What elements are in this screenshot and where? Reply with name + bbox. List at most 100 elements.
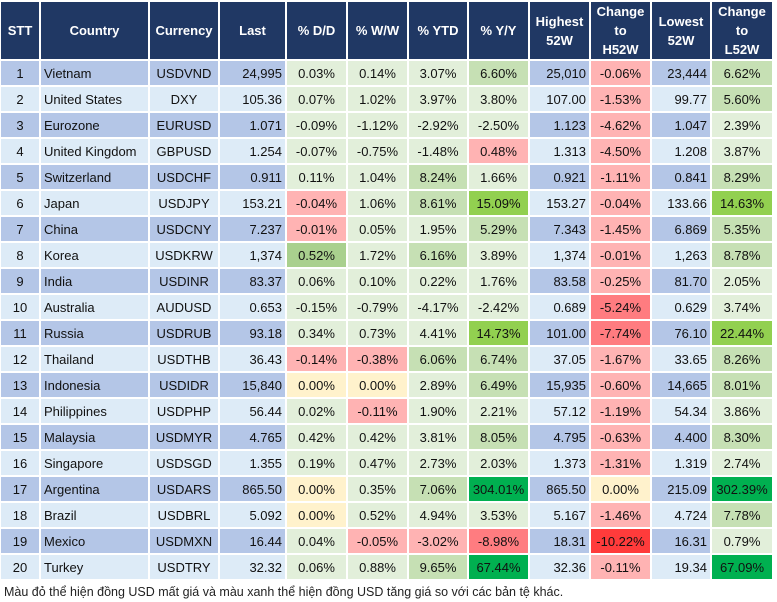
cell-ww: 1.06%	[348, 191, 407, 215]
cell-high: 4.795	[530, 425, 589, 449]
header-yy[interactable]: % Y/Y	[469, 2, 528, 59]
cell-high: 0.921	[530, 165, 589, 189]
cell-h52: -7.74%	[591, 321, 650, 345]
cell-h52: -0.25%	[591, 269, 650, 293]
cell-ww: 0.35%	[348, 477, 407, 501]
cell-country: Russia	[41, 321, 148, 345]
header-low[interactable]: Lowest 52W	[652, 2, 710, 59]
cell-ww: -0.11%	[348, 399, 407, 423]
cell-high: 865.50	[530, 477, 589, 501]
cell-l52: 8.26%	[712, 347, 772, 371]
cell-stt: 11	[1, 321, 39, 345]
cell-last: 24,995	[220, 61, 285, 85]
cell-yy: 2.21%	[469, 399, 528, 423]
cell-ww: 1.04%	[348, 165, 407, 189]
cell-currency: USDRUB	[150, 321, 218, 345]
table-row: 1 Vietnam USDVND 24,995 0.03% 0.14% 3.07% 6.60%…	[1, 61, 772, 85]
header-currency[interactable]: Currency	[150, 2, 218, 59]
cell-yy: 3.80%	[469, 87, 528, 111]
cell-ww: 1.02%	[348, 87, 407, 111]
table-row: 2 United States DXY 105.36 0.07% 1.02% 3.97% 3.…	[1, 87, 772, 111]
header-country[interactable]: Country	[41, 2, 148, 59]
cell-ytd: 2.73%	[409, 451, 467, 475]
header-last[interactable]: Last	[220, 2, 285, 59]
cell-low: 14,665	[652, 373, 710, 397]
cell-yy: 8.05%	[469, 425, 528, 449]
cell-stt: 20	[1, 555, 39, 579]
cell-low: 54.34	[652, 399, 710, 423]
header-l52[interactable]: Change to L52W	[712, 2, 772, 59]
cell-high: 32.36	[530, 555, 589, 579]
cell-stt: 12	[1, 347, 39, 371]
table-header: STT Country Currency Last% D/D% W/W% YTD% Y…	[1, 2, 772, 59]
cell-low: 4.724	[652, 503, 710, 527]
cell-last: 83.37	[220, 269, 285, 293]
cell-dd: 0.06%	[287, 555, 346, 579]
cell-dd: 0.07%	[287, 87, 346, 111]
cell-high: 1.123	[530, 113, 589, 137]
cell-stt: 6	[1, 191, 39, 215]
cell-dd: 0.06%	[287, 269, 346, 293]
cell-currency: USDCHF	[150, 165, 218, 189]
cell-country: China	[41, 217, 148, 241]
cell-l52: 8.29%	[712, 165, 772, 189]
cell-yy: -2.42%	[469, 295, 528, 319]
cell-low: 6.869	[652, 217, 710, 241]
cell-high: 5.167	[530, 503, 589, 527]
cell-yy: 0.48%	[469, 139, 528, 163]
cell-l52: 67.09%	[712, 555, 772, 579]
cell-l52: 5.35%	[712, 217, 772, 241]
cell-stt: 3	[1, 113, 39, 137]
cell-yy: 1.76%	[469, 269, 528, 293]
cell-ytd: 0.22%	[409, 269, 467, 293]
cell-dd: 0.34%	[287, 321, 346, 345]
cell-h52: -1.46%	[591, 503, 650, 527]
cell-yy: -2.50%	[469, 113, 528, 137]
header-dd[interactable]: % D/D	[287, 2, 346, 59]
cell-low: 81.70	[652, 269, 710, 293]
cell-high: 1.373	[530, 451, 589, 475]
cell-ytd: 3.07%	[409, 61, 467, 85]
cell-country: Argentina	[41, 477, 148, 501]
cell-last: 153.21	[220, 191, 285, 215]
cell-dd: 0.00%	[287, 503, 346, 527]
header-ww[interactable]: % W/W	[348, 2, 407, 59]
cell-high: 37.05	[530, 347, 589, 371]
cell-high: 153.27	[530, 191, 589, 215]
cell-high: 107.00	[530, 87, 589, 111]
table-row: 11 Russia USDRUB 93.18 0.34% 0.73% 4.41% 14.73%…	[1, 321, 772, 345]
cell-l52: 2.74%	[712, 451, 772, 475]
cell-h52: -0.60%	[591, 373, 650, 397]
cell-h52: -4.62%	[591, 113, 650, 137]
cell-ww: 0.05%	[348, 217, 407, 241]
header-ytd[interactable]: % YTD	[409, 2, 467, 59]
cell-ytd: -4.17%	[409, 295, 467, 319]
cell-high: 15,935	[530, 373, 589, 397]
header-stt[interactable]: STT	[1, 2, 39, 59]
cell-currency: USDVND	[150, 61, 218, 85]
cell-low: 1,263	[652, 243, 710, 267]
header-high[interactable]: Highest 52W	[530, 2, 589, 59]
cell-h52: -1.53%	[591, 87, 650, 111]
cell-country: United Kingdom	[41, 139, 148, 163]
cell-last: 5.092	[220, 503, 285, 527]
cell-yy: 15.09%	[469, 191, 528, 215]
cell-h52: -1.45%	[591, 217, 650, 241]
cell-currency: USDTRY	[150, 555, 218, 579]
cell-stt: 4	[1, 139, 39, 163]
cell-h52: -0.63%	[591, 425, 650, 449]
cell-h52: -0.06%	[591, 61, 650, 85]
cell-high: 1,374	[530, 243, 589, 267]
cell-ww: -0.05%	[348, 529, 407, 553]
cell-stt: 19	[1, 529, 39, 553]
cell-l52: 3.74%	[712, 295, 772, 319]
cell-stt: 16	[1, 451, 39, 475]
cell-ytd: 8.61%	[409, 191, 467, 215]
header-h52[interactable]: Change to H52W	[591, 2, 650, 59]
cell-l52: 0.79%	[712, 529, 772, 553]
cell-ytd: 8.24%	[409, 165, 467, 189]
cell-l52: 22.44%	[712, 321, 772, 345]
cell-ytd: 3.97%	[409, 87, 467, 111]
cell-l52: 302.39%	[712, 477, 772, 501]
cell-ww: 1.72%	[348, 243, 407, 267]
